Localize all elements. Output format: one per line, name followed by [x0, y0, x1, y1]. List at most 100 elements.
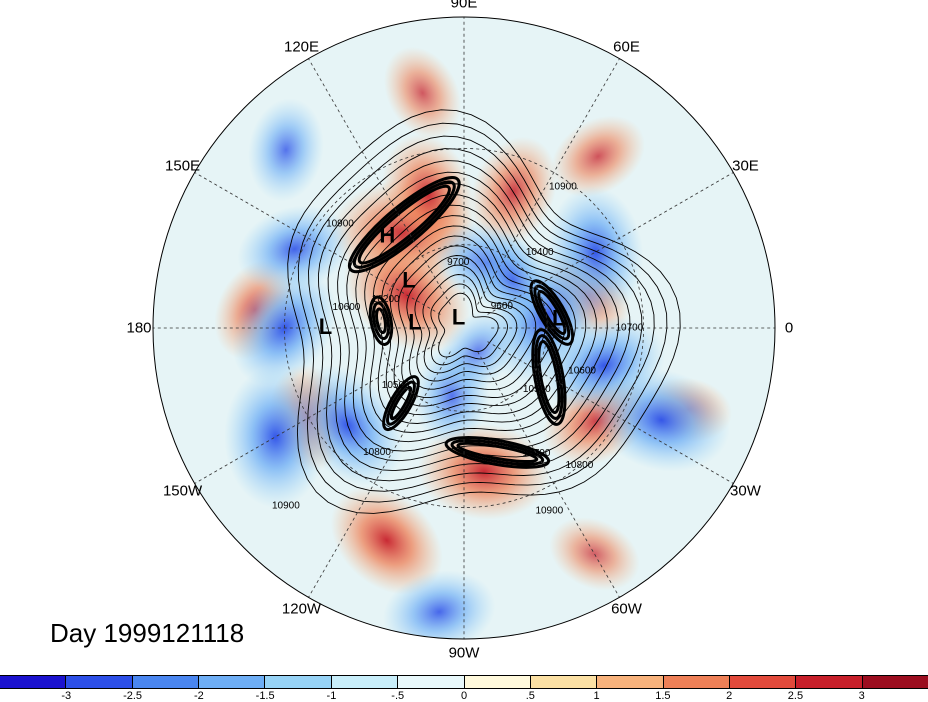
contour-label: 10800: [566, 460, 594, 471]
contour-label: 10700: [523, 448, 551, 459]
anomaly-blob: [224, 365, 327, 509]
colorbar-tick-label: -.5: [391, 690, 405, 702]
map-disk-border: [152, 16, 776, 640]
pressure-centers: HLL LL L: [319, 222, 566, 338]
jet-contour: [386, 380, 416, 426]
colorbar-segment: [199, 676, 266, 688]
longitude-label: 90E: [450, 0, 478, 12]
colorbar-segment: [132, 676, 200, 688]
contour-label: 10900: [272, 501, 300, 512]
graticule: [153, 17, 775, 639]
height-contour: [389, 235, 556, 407]
meridian-line: [477, 351, 620, 598]
colorbar-tick-label: -3: [61, 690, 72, 702]
anomaly-blob: [383, 46, 462, 140]
colorbar-segment: [862, 676, 928, 688]
longitude-label: 150W: [162, 482, 203, 499]
contour-label: 10900: [535, 506, 563, 517]
colorbar-tick-label: -2: [193, 690, 204, 702]
low-pressure-marker: L: [452, 304, 465, 329]
colorbar-tick-label: 1.5: [655, 690, 671, 702]
contour-label: 10700: [615, 323, 643, 334]
low-pressure-marker: L: [408, 310, 421, 335]
low-pressure-marker: L: [402, 268, 415, 293]
anomaly-blob: [248, 98, 324, 202]
polar-map: 10900 10400 9700 9600 10900 10600 10200 10700 10…: [152, 16, 776, 640]
contour-labels: 10900 10400 9700 9600 10900 10600 10200 10700 10…: [272, 181, 644, 516]
jet-contour: [537, 340, 561, 415]
contour-label: 10600: [333, 302, 361, 313]
contour-label: 9700: [447, 257, 470, 268]
colorbar-segment: [663, 676, 730, 688]
jet-contour: [456, 441, 539, 464]
colorbar: [0, 675, 928, 689]
jet-contour: [347, 176, 461, 274]
meridian-line: [487, 172, 734, 315]
longitude-label: 0: [784, 319, 794, 337]
colorbar-segment: [530, 676, 598, 688]
jet-contour: [529, 279, 575, 346]
contour-label: 10400: [526, 247, 554, 258]
colorbar-segment: [331, 676, 399, 688]
jet-contour: [371, 301, 391, 341]
contour-label: 10200: [372, 294, 400, 305]
colorbar-tick-label: 3: [858, 690, 865, 702]
colorbar-tick-label: -2.5: [123, 690, 143, 702]
colorbar-tick-label: 1: [593, 690, 600, 702]
anomaly-blob: [592, 368, 730, 472]
longitude-label: 90W: [448, 644, 480, 662]
longitude-label: 30W: [730, 482, 761, 499]
longitude-label: 60E: [613, 38, 640, 56]
jet-contour: [382, 375, 420, 432]
height-contour: [438, 292, 499, 358]
jet-contour: [533, 284, 571, 341]
anomaly-blob: [382, 570, 496, 639]
jet-contour: [352, 180, 456, 269]
longitude-label: 180: [126, 319, 152, 337]
jet-contour: [534, 334, 564, 420]
colorbar-segment: [265, 676, 332, 688]
meridian-line: [194, 172, 441, 315]
contour-label: 10900: [326, 219, 354, 230]
colorbar-tick-label: .5: [525, 690, 535, 702]
low-pressure-marker: L: [552, 306, 565, 331]
longitude-label: 120W: [281, 600, 322, 618]
contour-label: 9600: [491, 301, 514, 312]
colorbar-tick-label: 2.5: [787, 690, 804, 702]
jet-contour: [389, 385, 413, 421]
day-label: Day 1999121118: [50, 618, 245, 648]
colorbar-segment: [464, 676, 531, 688]
contour-label: 10600: [568, 366, 596, 377]
low-pressure-marker: L: [319, 314, 332, 339]
anomaly-blob: [549, 517, 640, 591]
meridian-line: [308, 351, 451, 598]
colorbar-segment: [66, 676, 133, 688]
colorbar-segment: [597, 676, 664, 688]
high-pressure-marker: H: [379, 222, 395, 247]
longitude-label: 120E: [283, 38, 320, 56]
jet-contour: [375, 307, 387, 335]
contour-label: 10500: [382, 380, 410, 391]
meridian-line: [477, 58, 620, 305]
longitude-label: 30E: [732, 157, 759, 174]
colorbar-segment: [398, 676, 465, 688]
colorbar-tick-label: -1: [326, 690, 337, 702]
colorbar-segment: [796, 676, 863, 688]
colorbar-tick-label: -1.5: [255, 690, 275, 702]
colorbar-tick-label: 2: [726, 690, 733, 702]
contour-label: 10500: [523, 384, 551, 395]
colorbar-segment: [729, 676, 797, 688]
contour-label: 10900: [549, 181, 577, 192]
anomaly-blob: [330, 486, 443, 595]
colorbar-tick-label: 0: [460, 690, 468, 702]
colorbar-segment: [0, 676, 67, 688]
jet-contour: [357, 184, 451, 265]
contour-label: 10800: [363, 447, 391, 458]
meridian-line: [487, 341, 734, 484]
anomaly-blob: [470, 136, 557, 247]
longitude-label: 60W: [611, 600, 642, 618]
meridian-line: [308, 58, 451, 305]
jet-contour: [450, 438, 545, 466]
jet-contour: [444, 436, 551, 469]
jet-contour: [531, 328, 567, 426]
